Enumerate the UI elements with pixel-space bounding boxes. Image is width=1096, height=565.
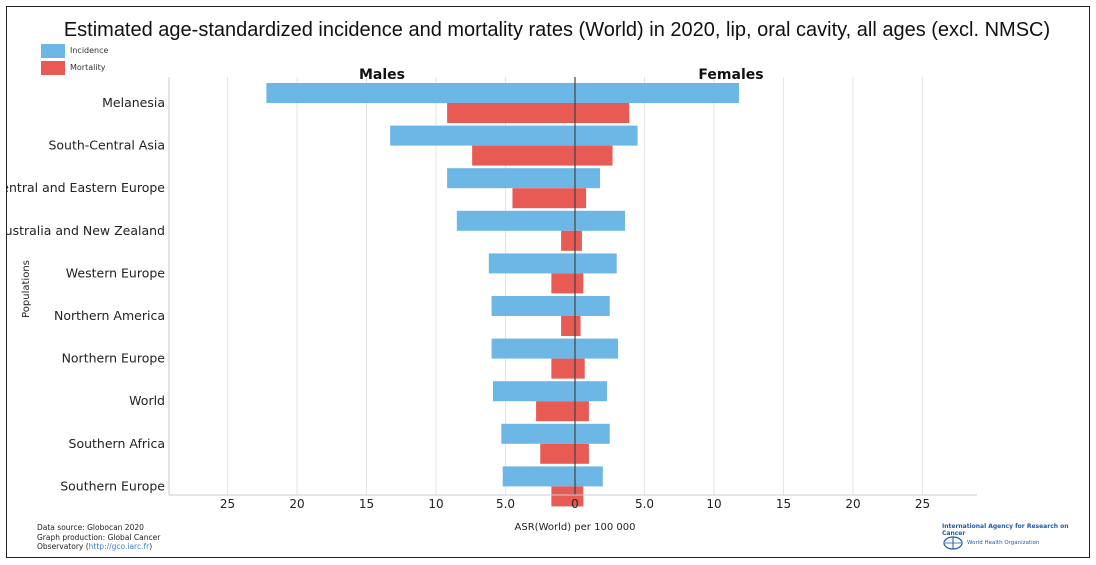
iarc-logo: International Agency for Research on Can… xyxy=(942,523,1069,537)
category-label: Melanesia xyxy=(102,95,165,110)
bar-mortality-females xyxy=(575,443,589,464)
source-line-2: Graph production: Global Cancer xyxy=(37,532,161,542)
bar-incidence-females xyxy=(575,83,740,103)
source-suffix: ) xyxy=(149,542,153,551)
bar-incidence-males xyxy=(488,253,575,274)
source-line-1: Data source: Globocan 2020 xyxy=(37,523,144,532)
bar-incidence-females xyxy=(575,210,626,231)
bar-mortality-males xyxy=(551,358,575,379)
bar-incidence-males xyxy=(447,168,575,189)
bar-mortality-males xyxy=(561,230,575,251)
who-logo: World Health Organization xyxy=(942,536,1039,550)
who-label: World Health Organization xyxy=(967,540,1040,546)
x-tick-label: 10 xyxy=(428,497,443,511)
x-tick-label: 5.0 xyxy=(496,497,515,511)
bar-incidence-males xyxy=(491,338,575,359)
x-tick-label: 20 xyxy=(289,497,304,511)
x-tick-label: 0 xyxy=(571,497,579,511)
bar-mortality-males xyxy=(561,316,575,336)
bar-mortality-males xyxy=(551,273,575,294)
category-label: Central and Eastern Europe xyxy=(7,180,165,195)
data-source-note: Data source: Globocan 2020 Graph product… xyxy=(37,523,160,552)
bar-incidence-males xyxy=(501,423,575,444)
bar-mortality-females xyxy=(575,230,582,251)
bar-mortality-females xyxy=(575,103,630,123)
source-prefix: Observatory ( xyxy=(37,542,89,551)
bar-incidence-males xyxy=(456,210,575,231)
bar-incidence-females xyxy=(575,338,619,359)
bar-incidence-females xyxy=(575,125,638,146)
x-tick-label: 10 xyxy=(706,497,721,511)
bar-mortality-females xyxy=(575,273,584,294)
chart-frame: Estimated age-standardized incidence and… xyxy=(6,6,1090,558)
bar-mortality-females xyxy=(575,145,613,166)
bar-incidence-males xyxy=(502,466,575,487)
bar-mortality-males xyxy=(551,486,575,507)
bar-mortality-males xyxy=(540,443,575,464)
panel-label-males: Males xyxy=(359,67,405,83)
panel-label-females: Females xyxy=(698,67,763,83)
category-label: Southern Europe xyxy=(60,478,165,493)
category-label: Northern America xyxy=(54,308,165,323)
legend-swatch-incidence xyxy=(41,43,65,58)
bar-mortality-females xyxy=(575,486,584,507)
bar-incidence-females xyxy=(575,253,617,274)
legend-swatch-mortality xyxy=(41,60,65,75)
bar-incidence-females xyxy=(575,296,610,316)
bar-incidence-females xyxy=(575,423,610,444)
category-label: Australia and New Zealand xyxy=(7,223,165,238)
legend-item-incidence: Incidence xyxy=(41,42,108,59)
category-label: Western Europe xyxy=(66,265,166,280)
legend: Incidence Mortality xyxy=(41,42,108,76)
bar-mortality-males xyxy=(447,103,575,123)
legend-label-mortality: Mortality xyxy=(70,63,106,72)
bar-mortality-males xyxy=(512,188,575,209)
y-axis-title: Populations xyxy=(21,260,32,318)
x-tick-label: 25 xyxy=(915,497,930,511)
source-link[interactable]: http://gco.iarc.fr xyxy=(88,542,150,551)
bar-mortality-females xyxy=(575,316,581,336)
category-label: Southern Africa xyxy=(69,436,165,451)
x-tick-label: 20 xyxy=(845,497,860,511)
bar-incidence-males xyxy=(492,381,575,402)
bar-incidence-males xyxy=(390,125,575,146)
x-tick-label: 5.0 xyxy=(635,497,654,511)
bar-incidence-females xyxy=(575,381,607,402)
bar-mortality-males xyxy=(536,401,575,422)
bar-incidence-females xyxy=(575,466,603,487)
bar-mortality-females xyxy=(575,188,587,209)
bar-incidence-males xyxy=(266,83,575,103)
legend-item-mortality: Mortality xyxy=(41,59,108,76)
bar-incidence-females xyxy=(575,168,601,189)
x-tick-label: 15 xyxy=(359,497,374,511)
legend-label-incidence: Incidence xyxy=(70,46,109,55)
x-tick-label: 25 xyxy=(220,497,235,511)
bar-incidence-males xyxy=(491,296,575,316)
x-tick-label: 15 xyxy=(776,497,791,511)
bar-mortality-females xyxy=(575,401,589,422)
bar-mortality-males xyxy=(472,145,575,166)
chart-title: Estimated age-standardized incidence and… xyxy=(63,19,1051,41)
category-label: Northern Europe xyxy=(62,351,166,366)
x-axis-title: ASR(World) per 100 000 xyxy=(515,522,636,533)
category-label: South-Central Asia xyxy=(48,138,165,153)
who-emblem-icon xyxy=(943,536,963,550)
bar-mortality-females xyxy=(575,358,585,379)
chart-svg: Melanesia South-Central Asia Central and E… xyxy=(7,67,977,533)
source-line-3: Observatory (http://gco.iarc.fr) xyxy=(37,542,160,552)
category-label: World xyxy=(129,393,165,408)
